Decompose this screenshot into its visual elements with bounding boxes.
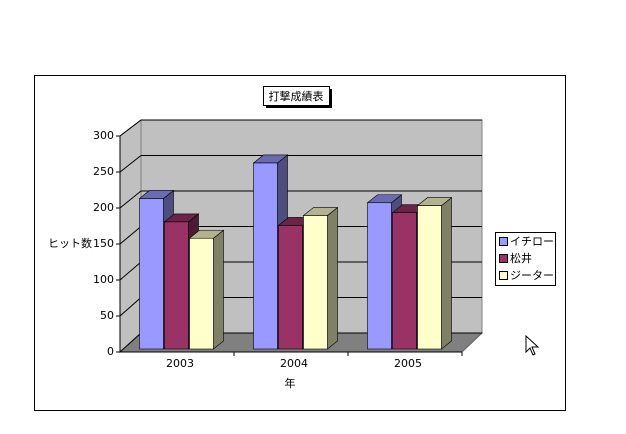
grid-line-side bbox=[119, 155, 142, 173]
title-box bbox=[263, 86, 330, 106]
y-tick-label: 250 bbox=[93, 165, 114, 178]
mouse-cursor bbox=[525, 334, 540, 356]
legend-swatch bbox=[499, 271, 508, 280]
bar bbox=[303, 215, 328, 350]
y-tick-label: 100 bbox=[93, 273, 114, 286]
grid-line-side bbox=[119, 190, 142, 209]
bar-side bbox=[213, 229, 224, 350]
y-tick-label: 150 bbox=[93, 237, 114, 250]
grid-line-side bbox=[119, 297, 142, 317]
bar bbox=[253, 162, 278, 350]
x-tick-label: 2005 bbox=[394, 357, 422, 370]
bar bbox=[139, 198, 164, 350]
grid-line-side bbox=[119, 332, 142, 353]
bar bbox=[189, 237, 214, 350]
grid-line-side bbox=[119, 261, 142, 281]
bar bbox=[278, 225, 303, 350]
bar-side bbox=[327, 206, 338, 350]
legend-swatch bbox=[499, 237, 508, 246]
bar bbox=[392, 212, 417, 350]
x-axis-title: 年 bbox=[285, 376, 296, 390]
legend-swatch bbox=[499, 254, 508, 263]
bar bbox=[164, 221, 189, 350]
bar-side bbox=[441, 196, 452, 350]
x-tick-label: 2003 bbox=[166, 357, 194, 370]
legend-label: ジーター bbox=[510, 269, 554, 282]
chart-title: 打撃成績表 bbox=[269, 89, 324, 103]
side-wall bbox=[119, 118, 142, 354]
y-axis-title: ヒット数 bbox=[48, 237, 92, 250]
grid-line-side bbox=[119, 119, 142, 137]
bar bbox=[417, 205, 442, 350]
y-tick-label: 300 bbox=[93, 129, 114, 142]
y-tick-label: 200 bbox=[93, 201, 114, 214]
y-tick-label: 50 bbox=[100, 309, 114, 322]
x-tick-label: 2004 bbox=[280, 357, 308, 370]
bar bbox=[367, 202, 392, 350]
grid-line-side bbox=[119, 226, 142, 245]
legend-label: イチロー bbox=[510, 235, 554, 248]
legend-label: 松井 bbox=[510, 251, 532, 265]
y-tick-label: 0 bbox=[107, 345, 114, 358]
